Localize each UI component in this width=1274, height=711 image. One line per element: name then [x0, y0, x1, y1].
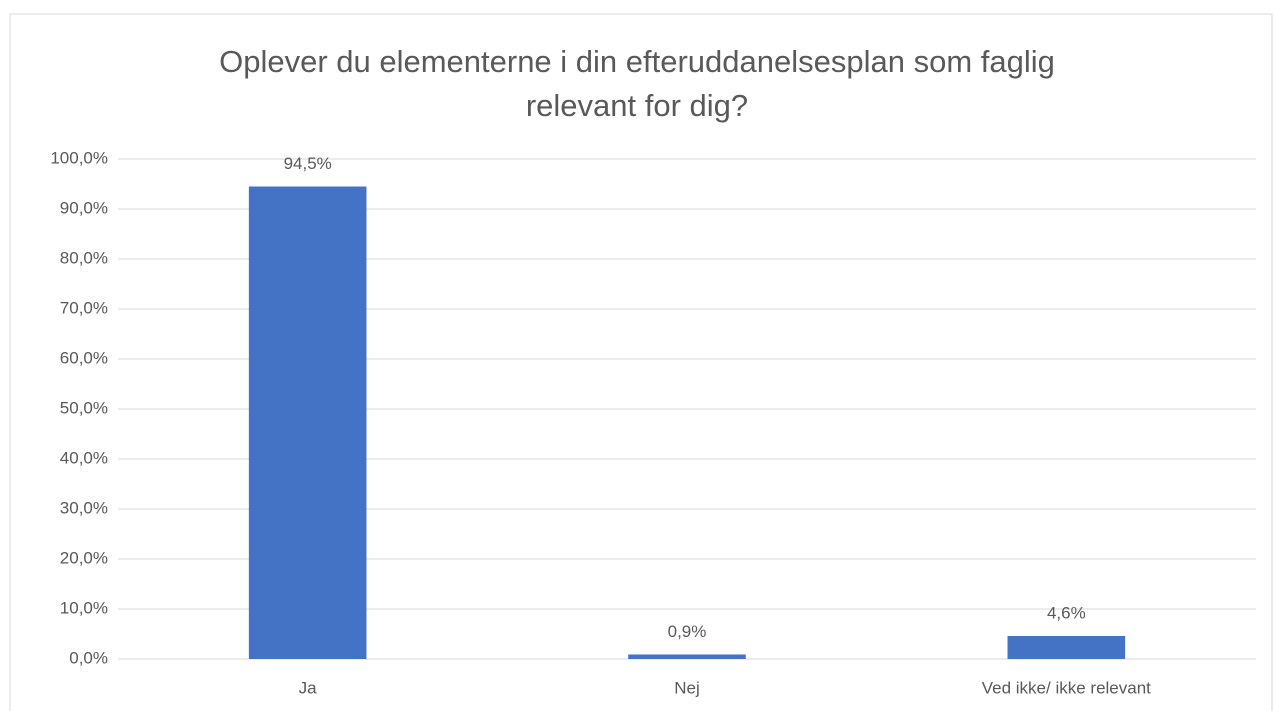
y-tick-label: 20,0%	[60, 548, 108, 567]
y-tick-label: 60,0%	[60, 348, 108, 367]
y-tick-label: 80,0%	[60, 248, 108, 267]
chart-title: Oplever du elementerne i din efteruddane…	[219, 44, 1055, 123]
y-tick-label: 50,0%	[60, 398, 108, 417]
data-label: 4,6%	[1047, 603, 1086, 622]
y-tick-label: 0,0%	[69, 648, 108, 667]
bar	[628, 654, 746, 659]
bar	[248, 186, 367, 659]
y-tick-label: 90,0%	[60, 198, 108, 217]
data-label: 0,9%	[668, 622, 707, 641]
y-tick-label: 100,0%	[50, 148, 108, 167]
x-tick-label: Nej	[674, 678, 700, 697]
y-tick-label: 70,0%	[60, 298, 108, 317]
y-tick-label: 40,0%	[60, 448, 108, 467]
y-tick-label: 10,0%	[60, 598, 108, 617]
x-tick-label: Ved ikke/ ikke relevant	[982, 678, 1151, 697]
data-label: 94,5%	[284, 154, 332, 173]
chart-border	[9, 13, 1273, 711]
y-tick-label: 30,0%	[60, 498, 108, 517]
x-tick-label: Ja	[299, 678, 318, 697]
bar	[1007, 636, 1126, 659]
